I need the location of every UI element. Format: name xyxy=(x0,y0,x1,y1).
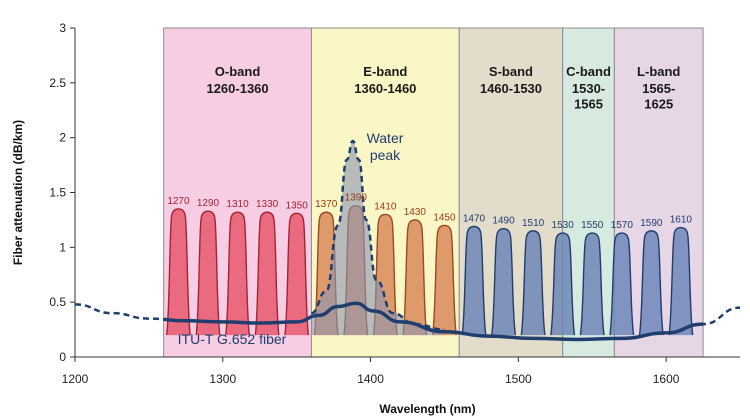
y-tick-label: 2 xyxy=(59,131,66,145)
channel-filter-1610 xyxy=(668,226,694,336)
channel-filter-1490 xyxy=(491,227,517,336)
x-tick-label: 1200 xyxy=(62,372,89,386)
x-axis-title: Wavelength (nm) xyxy=(379,402,475,416)
band-range-e-band: 1360-1460 xyxy=(354,81,416,96)
channel-label-1610: 1610 xyxy=(670,215,693,226)
x-tick-label: 1400 xyxy=(357,372,384,386)
channel-filter-1430 xyxy=(402,219,428,336)
channel-label-1370: 1370 xyxy=(315,199,338,210)
y-tick-label: 1 xyxy=(59,240,66,254)
water-peak-label: Water peak xyxy=(367,130,404,163)
y-axis-title: Fiber attenuation (dB/km) xyxy=(11,120,25,265)
y-tick-label: 1.5 xyxy=(49,186,66,200)
y-tick-label: 0.5 xyxy=(49,295,66,309)
channel-label-1310: 1310 xyxy=(226,199,249,210)
band-name-l-band: L-band xyxy=(637,64,680,79)
x-tick-label: 1300 xyxy=(209,372,236,386)
channel-label-1410: 1410 xyxy=(374,201,397,212)
channel-label-1450: 1450 xyxy=(433,212,456,223)
channel-filter-1310 xyxy=(225,211,251,336)
channel-label-1350: 1350 xyxy=(286,200,309,211)
channel-filter-1470 xyxy=(461,225,487,336)
channel-label-1590: 1590 xyxy=(640,218,663,229)
channel-label-1490: 1490 xyxy=(492,216,515,227)
channel-label-1290: 1290 xyxy=(197,198,220,209)
channel-filter-1510 xyxy=(520,230,546,336)
band-range-o-band: 1260-1360 xyxy=(206,81,268,96)
channel-filter-1330 xyxy=(254,211,280,336)
channel-filter-1270 xyxy=(165,208,191,336)
fiber-curve-solid xyxy=(163,301,704,342)
x-tick-label: 1500 xyxy=(505,372,532,386)
water-peak-line xyxy=(311,139,445,331)
channel-filter-1290 xyxy=(195,210,221,336)
channel-filter-1450 xyxy=(431,224,457,336)
axes-layer: 0 0.5 1 1.5 2 2.5 3 1200 1300 1400 1500 1600 Wavelen… xyxy=(11,21,740,416)
channel-label-1510: 1510 xyxy=(522,218,545,229)
channel-filter-1530 xyxy=(550,232,576,336)
channel-label-1550: 1550 xyxy=(581,220,604,231)
channel-filter-1590 xyxy=(638,230,664,336)
y-tick-label: 3 xyxy=(59,21,66,35)
labels-layer: O-band 1260-1360 E-band 1360-1460 S-band 1460… xyxy=(167,64,692,347)
channel-label-1390: 1390 xyxy=(345,193,368,204)
channel-label-1270: 1270 xyxy=(167,196,190,207)
channel-filter-1350 xyxy=(284,212,310,336)
channel-label-1530: 1530 xyxy=(552,220,575,231)
fiber-label: ITU-T G.652 fiber xyxy=(178,331,287,347)
band-name-o-band: O-band xyxy=(215,64,261,79)
band-range-c-band: 1530-1565 xyxy=(572,81,605,112)
band-name-c-band: C-band xyxy=(566,64,611,79)
band-range-l-band: 1565-1625 xyxy=(642,81,675,112)
channel-label-1570: 1570 xyxy=(611,220,634,231)
curves-layer xyxy=(74,139,741,342)
channel-filter-1570 xyxy=(609,232,635,336)
x-tick-label: 1600 xyxy=(653,372,680,386)
water-peak-area xyxy=(311,140,445,336)
channel-label-1430: 1430 xyxy=(404,207,427,218)
channel-label-1330: 1330 xyxy=(256,199,279,210)
y-tick-label: 2.5 xyxy=(49,76,66,90)
channel-label-1470: 1470 xyxy=(463,213,486,224)
band-name-s-band: S-band xyxy=(489,64,533,79)
band-range-s-band: 1460-1530 xyxy=(480,81,542,96)
y-tick-label: 0 xyxy=(59,350,66,364)
channel-filter-1550 xyxy=(579,232,605,336)
band-name-e-band: E-band xyxy=(363,64,407,79)
